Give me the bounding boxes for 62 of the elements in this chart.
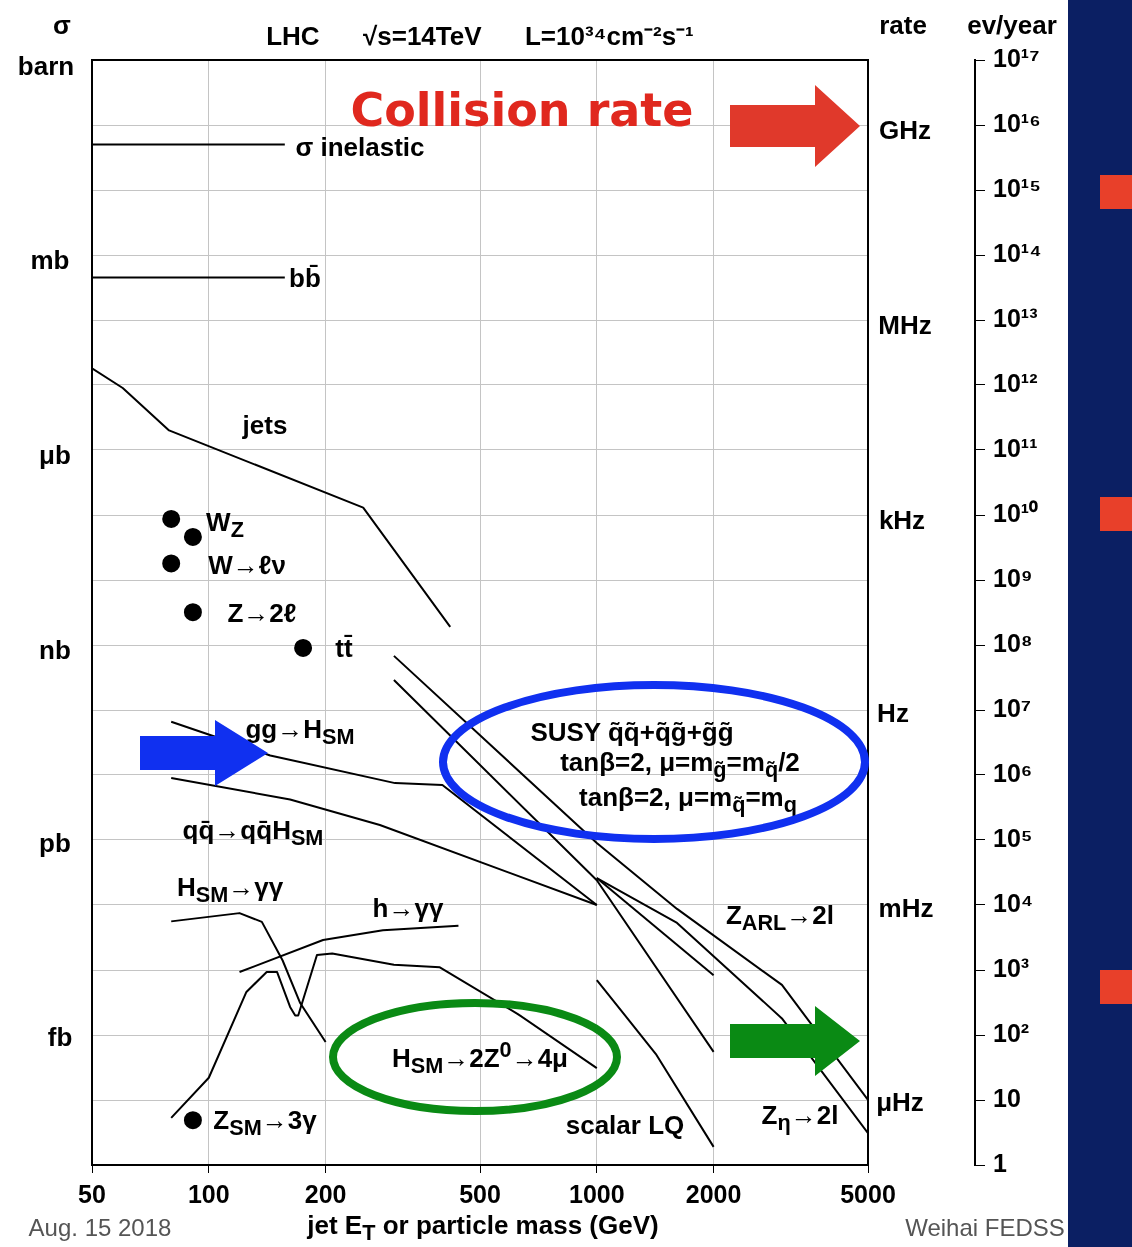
annotation: jets	[242, 409, 288, 440]
text: kHz	[878, 504, 926, 535]
text: μb	[39, 439, 71, 470]
y-tick-label: 10¹⁶	[993, 108, 1041, 137]
y-tick-label: 10²	[993, 1018, 1030, 1047]
annotation: SUSY q̃q̃+q̃g̃+g̃g̃	[530, 716, 734, 747]
text: Weihai FEDSS	[905, 1213, 1065, 1242]
x-tick-label: 1000	[568, 1179, 625, 1208]
annotation: Z$_{ARL}$→2l	[725, 899, 835, 936]
text: mb	[30, 244, 70, 275]
y-tick-label: 10¹⁴	[993, 238, 1042, 267]
text: Hz	[877, 697, 909, 728]
y-tick-label: 10³	[993, 953, 1030, 982]
y-tick-label: 10¹⁵	[993, 173, 1041, 202]
annotation: tt̄	[335, 632, 353, 663]
text: MHz	[878, 309, 932, 340]
y-tick-label: 10¹¹	[993, 433, 1038, 462]
text: GHz	[879, 114, 931, 145]
x-tick-label: 500	[459, 1179, 501, 1208]
y-tick-label: 1	[993, 1148, 1007, 1177]
y-axis-title: ev/year	[967, 9, 1057, 40]
y-tick-label: 10⁵	[993, 823, 1033, 852]
x-tick-label: 2000	[685, 1179, 742, 1208]
y-tick-label: 10¹³	[993, 303, 1038, 332]
text: mHz	[878, 892, 934, 923]
text: pb	[39, 827, 71, 858]
y-tick-label: 10⁹	[993, 563, 1033, 592]
text: Aug. 15 2018	[28, 1213, 172, 1242]
x-tick-label: 50	[78, 1179, 106, 1208]
text: barn	[17, 50, 75, 81]
annotation: H$_{SM}$→γγ	[176, 871, 284, 908]
annotation: W→ℓν	[208, 549, 286, 580]
annotation: gg→H$_{SM}$	[245, 713, 355, 750]
x-tick-label: 200	[304, 1179, 347, 1208]
annotation: H$_{SM}$→2Z$^{0}$→4μ	[391, 1037, 569, 1079]
y-tick-label: 10⁴	[993, 888, 1034, 917]
x-axis-title: jet E$_{T}$ or particle mass (GeV)	[307, 1209, 659, 1246]
annotation: Z$_{η}$→2l	[761, 1099, 839, 1136]
text: nb	[39, 634, 71, 665]
y-tick-label: 10¹²	[993, 368, 1038, 397]
y-tick-label: 10	[993, 1083, 1021, 1112]
annotation: bb̄	[289, 262, 321, 293]
y-tick-label: 10⁶	[993, 758, 1033, 787]
annotation: tanβ=2, μ=m$_{q̃}$=m$_{q}$	[579, 782, 797, 818]
annotation: scalar LQ	[565, 1109, 685, 1140]
y-tick-label: 10⁷	[993, 693, 1032, 722]
annotation: Z$_{SM}$→3γ	[213, 1104, 317, 1141]
y-tick-label: 10⁸	[993, 628, 1033, 657]
x-tick-label: 100	[187, 1179, 230, 1208]
annotation: tanβ=2, μ=m$_{g̃}$=m$_{q̃}$/2	[560, 746, 800, 783]
text: rate	[879, 9, 927, 40]
y-tick-label: 10¹⁰	[993, 498, 1039, 527]
text: σ	[53, 9, 71, 40]
annotation: qq̄→qq̄H$_{SM}$	[182, 814, 324, 851]
annotation: W$_{Z}$	[206, 506, 244, 543]
annotation: Z→2ℓ	[227, 597, 297, 628]
x-tick-label: 5000	[840, 1179, 896, 1208]
text: fb	[47, 1021, 73, 1052]
annotation: h→γγ	[372, 892, 444, 923]
chart-title: LHC √s=14TeV L=10³⁴cm⁻²s⁻¹	[266, 20, 694, 51]
text: μHz	[876, 1086, 924, 1117]
y-tick-label: 10¹⁷	[993, 43, 1040, 72]
